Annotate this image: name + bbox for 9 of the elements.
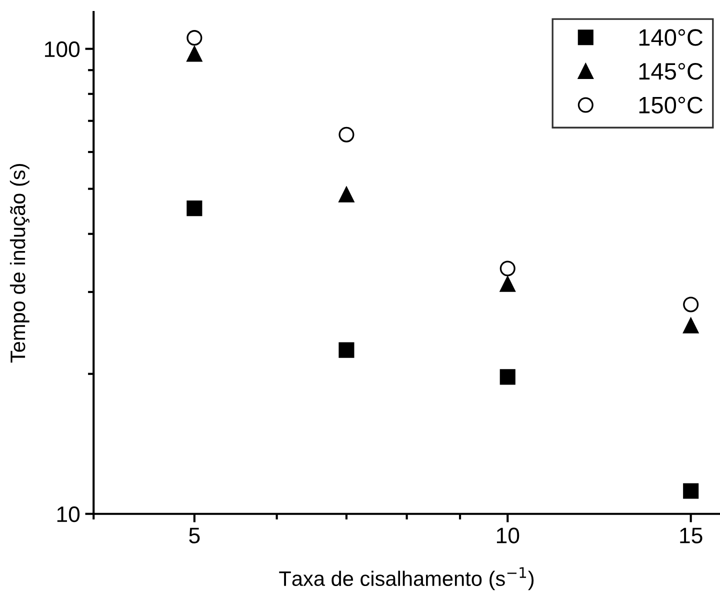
y-axis-title: Tempo de indução (s) — [10, 164, 30, 363]
legend-label: 150°C — [639, 96, 703, 114]
x-axis-title: Taxa de cisalhamento (s$^{−1}$) — [279, 567, 534, 590]
legend-label: 145°C — [639, 62, 703, 80]
x-tick-label: 5 — [189, 528, 200, 544]
legend-label: 140°C — [639, 29, 703, 46]
y-tick-label: 100 — [45, 41, 80, 58]
x-tick-label: 15 — [680, 528, 702, 544]
x-tick-label: 10 — [496, 528, 520, 544]
